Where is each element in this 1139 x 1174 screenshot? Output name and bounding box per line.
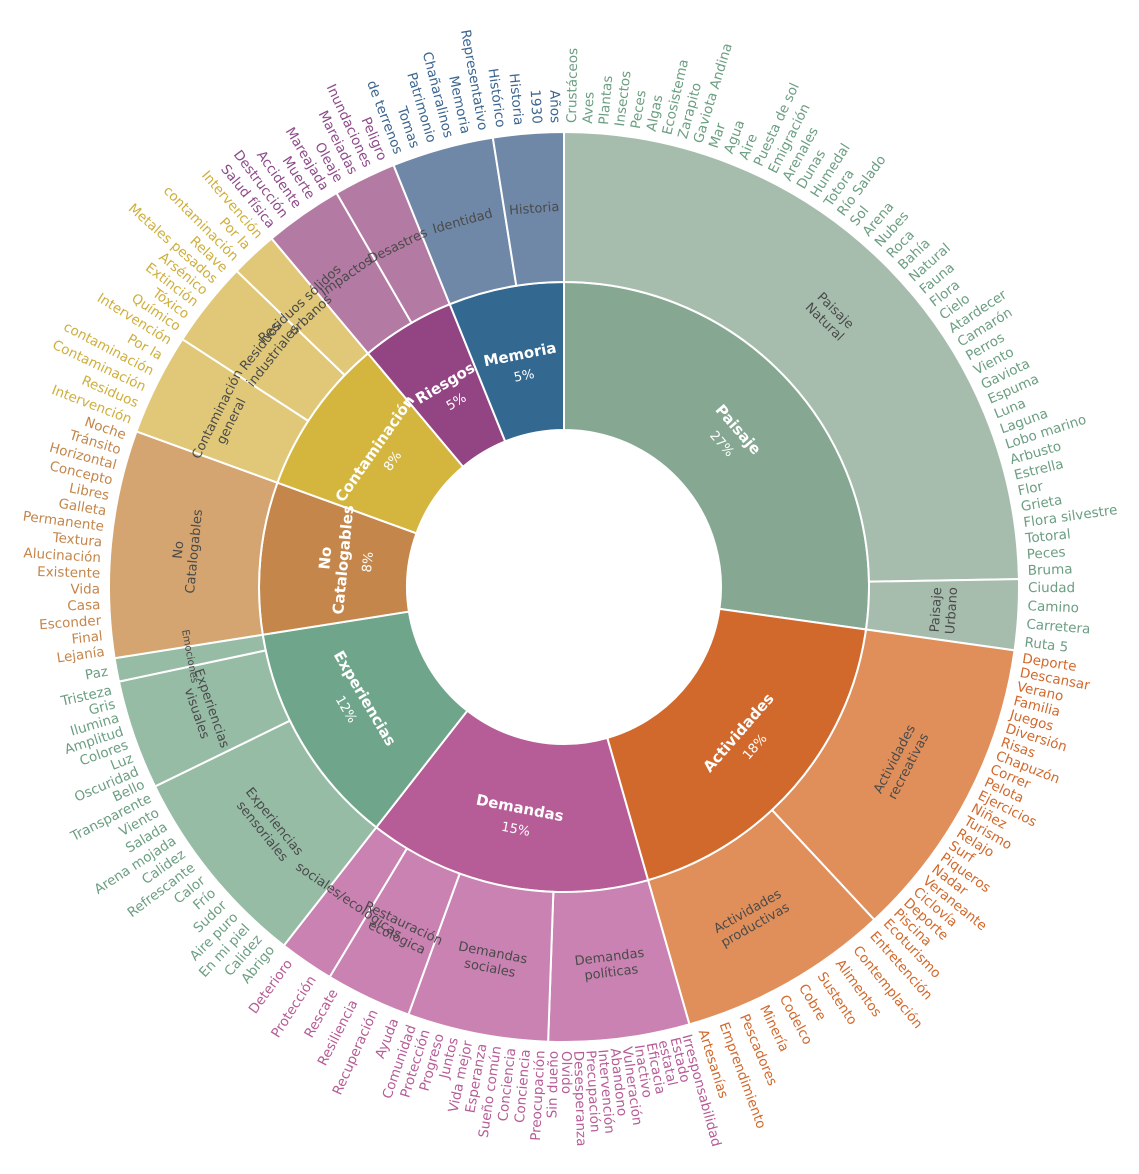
word-aves: Aves	[580, 91, 598, 124]
word-ciudad: Ciudad	[1028, 580, 1075, 596]
word-bruma: Bruma	[1027, 561, 1072, 579]
word-olvido: Olvido	[558, 1051, 574, 1094]
subcategory-label-historia: Historia	[509, 200, 560, 219]
word-preocupacion: Preocupación	[528, 1050, 549, 1141]
word-flor: Flor	[1016, 478, 1045, 499]
word-crustaceos: Crustáceos	[564, 48, 581, 123]
word-desesperanza: Desesperanza	[570, 1051, 589, 1147]
word-final: Final	[71, 628, 104, 647]
word-textura: Textura	[51, 530, 103, 551]
word-ruta-5: Ruta 5	[1024, 635, 1069, 656]
word-luz: Luz	[108, 751, 135, 774]
word-1930: 1930	[527, 89, 545, 124]
subcategory-label-paisaje-urbano: PaisajeUrbano	[928, 586, 961, 635]
word-libres: Libres	[68, 480, 111, 504]
word-plantas: Plantas	[596, 75, 616, 126]
chart-words: CrustáceosAvesPlantasInsectosPecesAlgasE…	[22, 28, 1119, 1148]
word-insectos: Insectos	[612, 70, 635, 127]
word-peces: Peces	[628, 89, 650, 130]
word-peces: Peces	[1026, 544, 1066, 563]
word-abandono: Abandono	[607, 1047, 630, 1117]
word-lejania: Lejanía	[56, 644, 106, 667]
subcategory-label-demandas-politicas: Demandaspolíticas	[574, 946, 647, 985]
word-esconder: Esconder	[39, 613, 103, 634]
word-precupacion: Precupación	[582, 1050, 603, 1133]
chart-rings	[108, 130, 1020, 1043]
word-galleta: Galleta	[57, 496, 107, 520]
category-pct-no-catalogables: 8%	[360, 551, 377, 573]
word-camino: Camino	[1027, 598, 1079, 616]
word-paz: Paz	[84, 664, 109, 684]
word-historia: Historia	[505, 73, 526, 126]
word-sin-dueno: Sin dueño	[544, 1051, 561, 1119]
word-algas: Algas	[644, 94, 667, 133]
subring-segment-historia	[491, 130, 565, 287]
word-existente: Existente	[37, 564, 100, 582]
word-alucinacion: Alucinación	[23, 545, 101, 566]
word-conciencia: Conciencia	[512, 1049, 534, 1124]
word-totoral: Totoral	[1024, 526, 1072, 547]
category-pct-demandas: 15%	[500, 820, 531, 840]
word-carretera: Carretera	[1026, 616, 1091, 637]
word-gris: Gris	[87, 696, 117, 718]
word-mar: Mar	[706, 121, 729, 151]
word-vida: Vida	[70, 581, 100, 597]
word-anos: Años	[546, 90, 563, 123]
word-intervencion: Intervención	[594, 1049, 617, 1135]
word-grieta: Grieta	[1020, 492, 1064, 515]
word-casa: Casa	[67, 597, 101, 614]
category-pct-memoria: 5%	[513, 367, 536, 386]
subring-segment-paisaje-natural	[563, 130, 1020, 583]
